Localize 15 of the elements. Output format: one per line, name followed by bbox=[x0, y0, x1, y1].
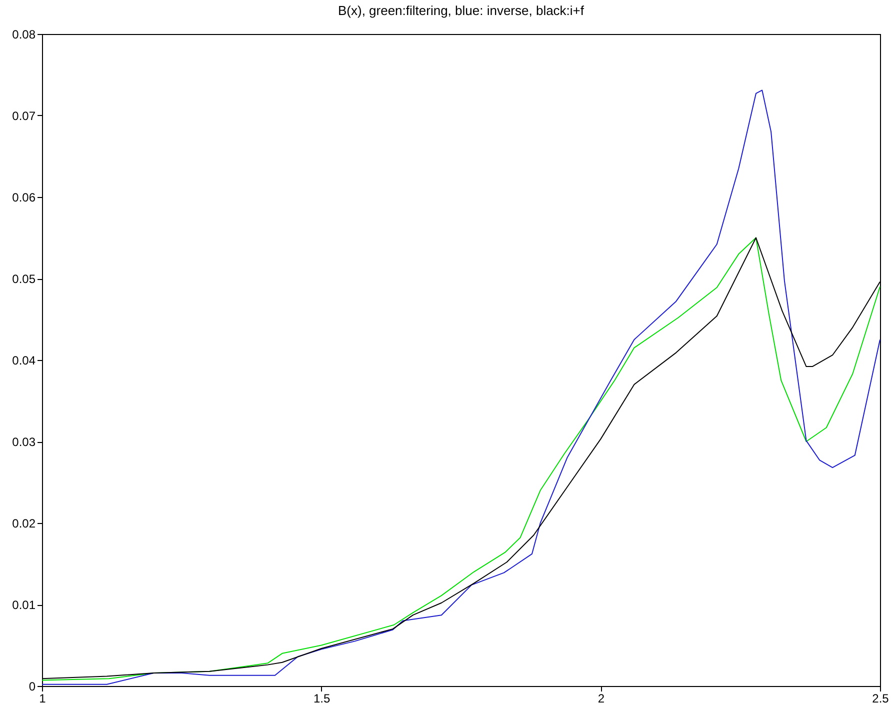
y-tick-label: 0.04 bbox=[12, 354, 36, 368]
y-tick-label: 0.05 bbox=[12, 272, 36, 286]
y-tick-label: 0.06 bbox=[12, 190, 36, 204]
chart-title: B(x), green:filtering, blue: inverse, black:i+f bbox=[338, 3, 584, 18]
y-tick-label: 0.03 bbox=[12, 435, 36, 449]
y-tick-label: 0.02 bbox=[12, 516, 36, 530]
line-series bbox=[42, 90, 880, 685]
y-tick-label: 0.08 bbox=[12, 28, 36, 42]
y-tick-label: 0 bbox=[28, 680, 36, 694]
x-tick-label: 1.5 bbox=[313, 692, 330, 706]
x-tick-label: 1 bbox=[39, 692, 46, 706]
x-tick-label: 2.5 bbox=[872, 692, 890, 706]
y-tick-label: 0.07 bbox=[12, 109, 36, 123]
y-tick-label: 0.01 bbox=[12, 598, 36, 612]
x-tick-label: 2 bbox=[598, 692, 605, 706]
